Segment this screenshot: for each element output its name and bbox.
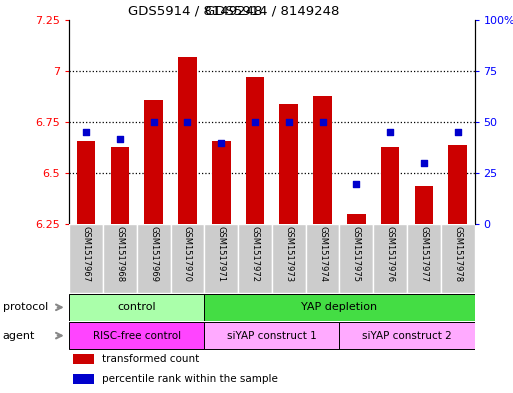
Text: siYAP construct 1: siYAP construct 1: [227, 331, 317, 341]
Text: GSM1517968: GSM1517968: [115, 226, 125, 283]
Bar: [306, 224, 340, 293]
Text: GSM1517976: GSM1517976: [386, 226, 394, 283]
Bar: [373, 224, 407, 293]
Text: GSM1517970: GSM1517970: [183, 226, 192, 283]
Bar: [178, 57, 197, 224]
Text: GSM1517977: GSM1517977: [419, 226, 428, 283]
Bar: [448, 145, 467, 224]
Text: agent: agent: [3, 331, 35, 341]
Text: control: control: [117, 302, 156, 312]
Text: GSM1517969: GSM1517969: [149, 226, 158, 283]
Bar: [415, 185, 433, 224]
Bar: [69, 224, 103, 293]
Bar: [212, 141, 230, 224]
Text: RISC-free control: RISC-free control: [93, 331, 181, 341]
Bar: [73, 354, 93, 364]
Bar: [272, 224, 306, 293]
Bar: [340, 322, 475, 349]
Text: YAP depletion: YAP depletion: [301, 302, 378, 312]
Point: [150, 119, 158, 125]
Point: [453, 129, 462, 136]
Bar: [340, 224, 373, 293]
Text: GSM1517972: GSM1517972: [250, 226, 260, 283]
Point: [183, 119, 191, 125]
Bar: [347, 214, 366, 224]
Text: GSM1517975: GSM1517975: [352, 226, 361, 283]
Bar: [170, 224, 204, 293]
Bar: [137, 224, 170, 293]
Point: [285, 119, 293, 125]
Text: GSM1517973: GSM1517973: [284, 226, 293, 283]
Point: [82, 129, 90, 136]
Bar: [381, 147, 400, 224]
Bar: [204, 224, 238, 293]
Bar: [407, 224, 441, 293]
Bar: [441, 224, 475, 293]
Bar: [246, 77, 264, 224]
Bar: [280, 104, 298, 224]
Point: [386, 129, 394, 136]
Text: GDS5914 / 8149248: GDS5914 / 8149248: [128, 4, 263, 17]
Point: [352, 180, 361, 187]
Bar: [313, 95, 332, 224]
Point: [420, 160, 428, 166]
Text: GSM1517974: GSM1517974: [318, 226, 327, 283]
Text: siYAP construct 2: siYAP construct 2: [362, 331, 452, 341]
Bar: [238, 224, 272, 293]
Point: [217, 140, 225, 146]
Bar: [204, 322, 340, 349]
Bar: [204, 294, 475, 321]
Text: GSM1517971: GSM1517971: [216, 226, 226, 283]
Bar: [103, 224, 137, 293]
Bar: [144, 100, 163, 224]
Point: [319, 119, 327, 125]
Point: [251, 119, 259, 125]
Text: GSM1517967: GSM1517967: [82, 226, 91, 283]
Text: protocol: protocol: [3, 302, 48, 312]
Text: transformed count: transformed count: [102, 354, 199, 364]
Text: percentile rank within the sample: percentile rank within the sample: [102, 374, 278, 384]
Bar: [77, 141, 95, 224]
Bar: [73, 374, 93, 384]
Bar: [69, 322, 204, 349]
Title: GDS5914 / 8149248: GDS5914 / 8149248: [205, 4, 339, 17]
Point: [116, 136, 124, 142]
Bar: [111, 147, 129, 224]
Bar: [69, 294, 204, 321]
Text: GSM1517978: GSM1517978: [453, 226, 462, 283]
